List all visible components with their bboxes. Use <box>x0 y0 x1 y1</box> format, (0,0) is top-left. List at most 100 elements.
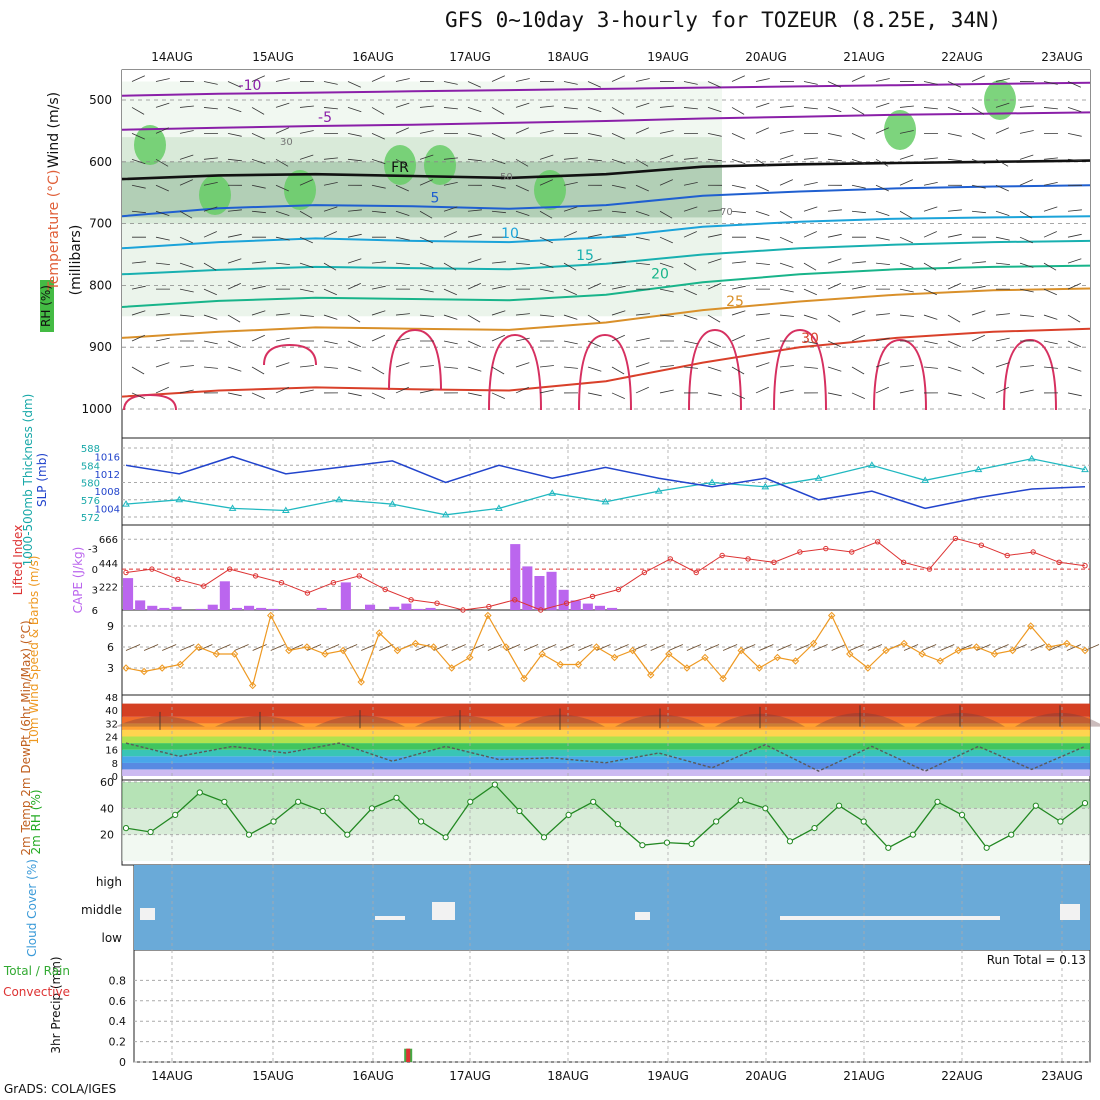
wind-barb <box>851 107 865 115</box>
wind-barb <box>875 362 890 368</box>
li-point <box>563 600 570 606</box>
cape-bar <box>256 607 267 610</box>
wind-barb <box>491 261 506 264</box>
wind-barb <box>683 182 698 186</box>
wind-barb <box>635 386 649 394</box>
wind-barb <box>1043 206 1058 212</box>
wind-barb <box>179 179 193 186</box>
rh-band <box>122 808 1090 835</box>
wind-barb <box>707 81 721 88</box>
li-point <box>252 573 259 579</box>
wind-barb <box>851 392 865 399</box>
wind-speed-point <box>303 643 311 651</box>
wind-barb <box>827 283 841 290</box>
wind-barb <box>611 75 625 82</box>
li-point <box>1056 559 1062 565</box>
cape-bar <box>401 603 412 610</box>
wind-barb <box>395 158 409 167</box>
wind-barb <box>395 184 409 192</box>
wind-barb <box>203 288 217 296</box>
li-point <box>330 580 337 586</box>
li-point <box>719 552 725 559</box>
rh-point <box>245 831 253 838</box>
wind-barb <box>227 81 241 88</box>
wind-speed-point <box>230 650 239 658</box>
wind-barb <box>923 182 938 186</box>
wind-barb <box>467 340 481 348</box>
wind-speed-point <box>194 643 203 651</box>
wind-barb <box>275 210 290 216</box>
warm-contour <box>488 333 542 411</box>
wind-barb <box>275 362 290 368</box>
rh-point <box>737 797 744 804</box>
wind-barb <box>827 158 842 162</box>
date-bottom-9: 23AUG <box>1041 1069 1083 1083</box>
wind-barb <box>755 313 770 316</box>
wind-barb <box>971 107 985 115</box>
wind-barb <box>923 157 938 160</box>
wind-barb <box>611 366 625 375</box>
wind-barb <box>467 314 481 323</box>
date-bottom-2: 16AUG <box>352 1069 394 1083</box>
wind-barb <box>1019 154 1034 160</box>
wind-barb <box>1067 283 1081 290</box>
warm-contour <box>123 393 177 411</box>
wind-barb <box>1043 340 1058 345</box>
rh-point <box>909 831 916 838</box>
wind-barb <box>491 366 505 375</box>
date-top-6: 20AUG <box>745 50 787 64</box>
isotherm-label-FR: FR <box>391 160 409 176</box>
wind-speed-point <box>701 653 709 662</box>
rh-high-patch <box>424 145 456 185</box>
wind-tick-0: 3 <box>107 662 114 675</box>
wind-barb <box>755 184 769 192</box>
wind-barb <box>1019 179 1033 186</box>
wind-barb <box>203 107 218 110</box>
wind-barb <box>155 158 169 167</box>
wind-barb-10m <box>849 644 864 651</box>
wind-barb <box>707 132 722 137</box>
isotherm--10 <box>121 81 1091 97</box>
wind-barb <box>419 130 434 134</box>
wind-speed-point <box>484 611 492 620</box>
cloud-bar-middle <box>1060 904 1080 920</box>
wind-barb <box>371 75 385 82</box>
cape-bar <box>510 544 521 610</box>
precip-tick-3: 0.6 <box>109 995 127 1008</box>
wind-barb <box>659 179 673 186</box>
wind-speed-point <box>574 660 583 669</box>
wind-barb-10m <box>560 644 575 651</box>
wind-barb-10m <box>361 644 376 651</box>
wind-barb <box>755 236 770 241</box>
wind-barb <box>203 182 218 186</box>
li-point <box>512 597 518 603</box>
wind-barb <box>755 127 769 134</box>
thickness-point <box>601 497 610 505</box>
temp-band <box>122 716 1090 724</box>
wind-barb <box>155 102 170 108</box>
warm-contour <box>688 328 742 411</box>
wind-barb <box>179 314 194 317</box>
thickness-point <box>281 506 290 514</box>
wind-speed-point <box>972 643 981 651</box>
cloud-ylabel: Cloud Cover (%) <box>25 859 39 957</box>
rh-line <box>125 783 1086 849</box>
wind-barb <box>707 209 722 212</box>
precip-tick-2: 0.4 <box>109 1015 127 1028</box>
wind-barb <box>779 288 794 293</box>
wind-barb <box>131 158 146 165</box>
thickness-point <box>761 482 770 490</box>
wind-barb <box>611 133 625 140</box>
cloud-bar-middle <box>635 912 650 920</box>
cape-label: CAPE (J/kg) <box>71 547 85 614</box>
wind-speed-point <box>936 657 944 665</box>
wind-barb <box>659 105 674 108</box>
wind-barb <box>515 158 529 167</box>
wind-barb <box>155 127 169 134</box>
panel-frame-pr <box>133 949 1091 1063</box>
wind-barb <box>755 386 769 394</box>
wind-barb <box>299 314 314 317</box>
wind-barb <box>539 389 554 394</box>
wind-barb <box>971 366 985 375</box>
thickness-label: 1000-500mb Thickness (dm) <box>21 394 35 567</box>
